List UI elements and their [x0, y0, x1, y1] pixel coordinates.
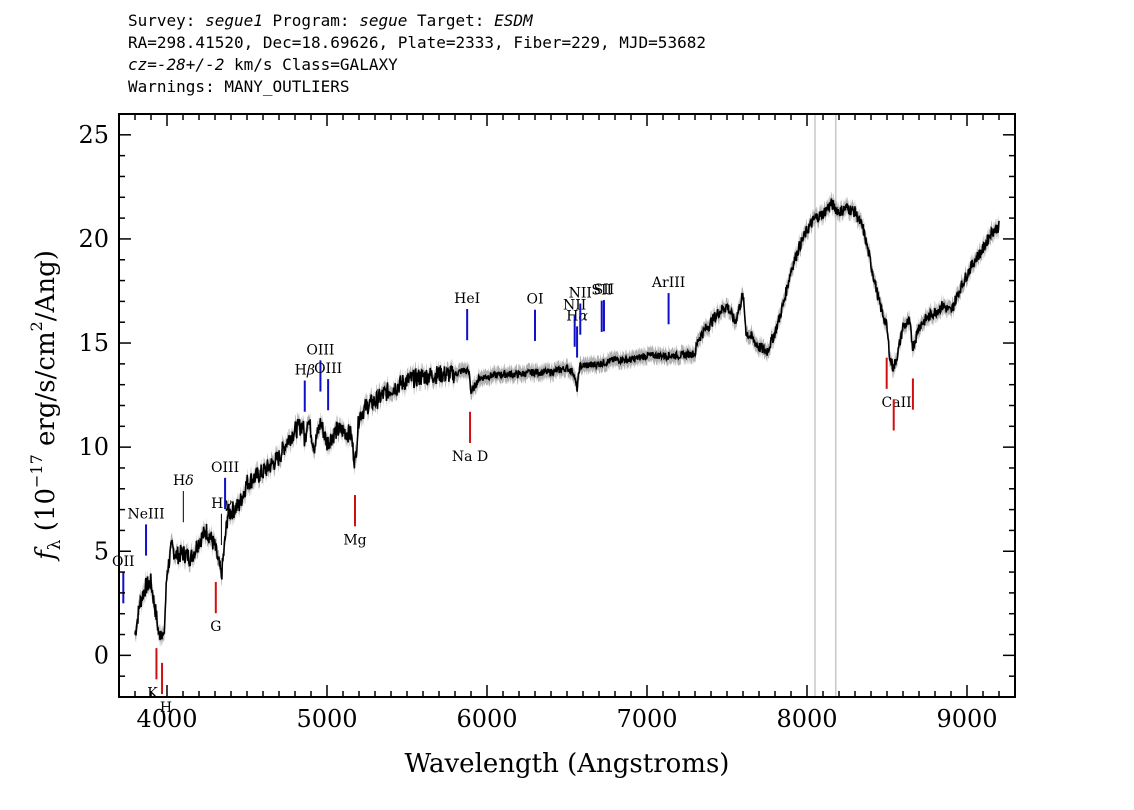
line-marker: OII [112, 554, 135, 604]
line-marker: Hδ [173, 473, 194, 523]
y-axis-ticks: 0 5 10 15 20 25 [78, 113, 1015, 698]
y-tick-label: 15 [78, 329, 109, 357]
x-tick-label: 9000 [936, 705, 997, 733]
line-marker: CaII [882, 357, 912, 411]
x-tick-label: 4000 [136, 705, 197, 733]
y-tick-label: 5 [94, 537, 109, 565]
x-tick-label: 8000 [776, 705, 837, 733]
line-marker-label: ArIII [651, 275, 685, 291]
line-marker: OIII [211, 460, 239, 510]
line-marker-label: HeI [454, 291, 480, 307]
line-marker-label: CaII [882, 395, 912, 411]
line-marker-label: OI [526, 292, 543, 308]
line-marker-label: H [160, 700, 172, 716]
y-tick-label: 25 [78, 121, 109, 149]
header-coords-line: RA=298.41520, Dec=18.69626, Plate=2333, … [128, 33, 706, 52]
header-warnings-line: Warnings: MANY_OUTLIERS [128, 77, 350, 96]
spectrum-header: Survey: segue1 Program: segue Target: ES… [128, 10, 706, 98]
line-marker-label: NII [569, 285, 592, 301]
x-tick-label: 6000 [456, 705, 517, 733]
line-marker: SII [594, 282, 615, 332]
line-marker: G [210, 581, 221, 635]
error-band-area [135, 191, 999, 648]
line-marker-label: K [147, 685, 158, 701]
error-band [135, 191, 999, 648]
header-survey-line: Survey: segue1 Program: segue Target: ES… [128, 11, 533, 30]
line-marker-label: Hβ [295, 363, 315, 379]
line-marker-label: OII [112, 554, 135, 570]
line-marker-label: Hγ [211, 496, 232, 512]
line-marker-label: Hα [566, 308, 588, 324]
line-marker-label: NeIII [127, 506, 164, 522]
line-marker-label: Mg [343, 532, 366, 548]
x-tick-label: 7000 [616, 705, 677, 733]
line-marker: OIII [314, 361, 342, 411]
line-marker: ArIII [651, 275, 685, 325]
line-marker: Mg [343, 495, 367, 548]
spectrum-line [134, 198, 1000, 641]
y-tick-label: 10 [78, 433, 109, 461]
line-marker-label: Hδ [173, 473, 194, 489]
line-marker: Hγ [211, 496, 232, 546]
line-marker: K [147, 648, 158, 701]
header-redshift-line: cz=-28+/-2 km/s Class=GALAXY [128, 55, 398, 74]
line-marker: NII [569, 285, 592, 335]
y-tick-label: 0 [94, 641, 109, 669]
line-marker-label: SII [594, 282, 615, 298]
line-marker: Hα [566, 308, 588, 358]
line-marker: Hβ [295, 363, 315, 412]
line-marker: OIII [306, 342, 334, 392]
line-marker: OI [526, 292, 544, 341]
line-marker-label: SII [591, 283, 612, 299]
x-axis-label: Wavelength (Angstroms) [405, 749, 730, 779]
line-marker-label: OIII [314, 361, 342, 377]
y-axis-label: fλ (10−17 erg/s/cm2/Ang) [27, 250, 65, 562]
line-marker: Na D [452, 411, 488, 465]
x-tick-label: 5000 [296, 705, 357, 733]
line-marker-label: G [210, 619, 221, 635]
x-axis-ticks: 4000 5000 6000 7000 8000 9000 [134, 114, 1000, 733]
line-marker: NeIII [127, 506, 165, 556]
line-marker-label: Na D [452, 449, 488, 465]
spectrum-series [134, 198, 1000, 641]
y-tick-label: 20 [78, 225, 109, 253]
line-marker-label: OIII [306, 342, 334, 358]
line-marker: SII [591, 283, 612, 332]
line-marker: H [160, 662, 172, 716]
line-marker-label: OIII [211, 460, 239, 476]
line-marker: HeI [454, 291, 480, 341]
